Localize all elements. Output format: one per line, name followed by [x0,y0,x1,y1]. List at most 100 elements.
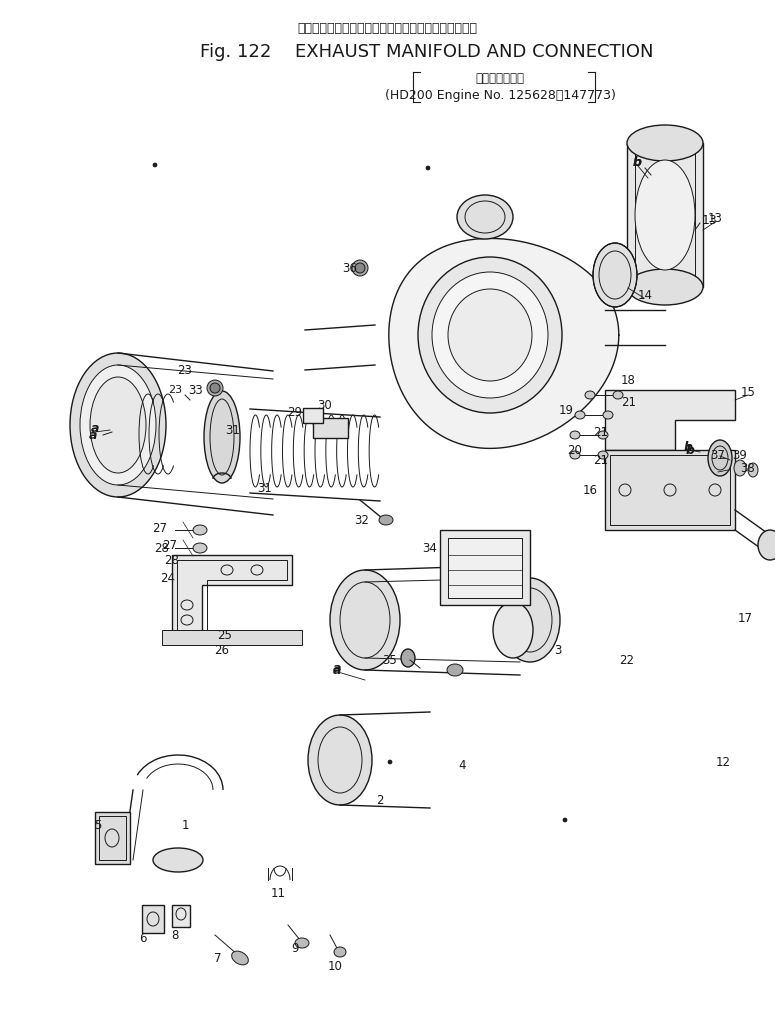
Bar [99,816,126,860]
Ellipse shape [352,260,368,276]
Text: EXHAUST MANIFOLD AND CONNECTION: EXHAUST MANIFOLD AND CONNECTION [295,43,653,61]
Text: 4: 4 [458,759,466,772]
Ellipse shape [210,383,220,393]
Text: b: b [632,156,642,169]
Text: 27: 27 [163,538,177,551]
Ellipse shape [153,848,203,872]
Ellipse shape [80,364,156,485]
Bar [440,530,530,605]
Ellipse shape [613,391,623,399]
Text: 1: 1 [181,819,189,831]
Text: 適　用　号　機: 適 用 号 機 [476,71,525,85]
Text: 24: 24 [160,572,175,584]
Ellipse shape [748,463,758,477]
Text: 28: 28 [154,541,170,554]
Bar [635,150,695,280]
Text: 6: 6 [140,931,146,944]
Text: 31: 31 [257,482,273,494]
Ellipse shape [708,440,732,476]
Ellipse shape [603,411,613,419]
Text: 13: 13 [702,213,718,227]
Polygon shape [389,238,618,448]
Text: 21: 21 [594,453,608,467]
Ellipse shape [418,257,562,414]
Text: 13: 13 [708,211,722,225]
Text: 38: 38 [741,461,756,475]
Text: 18: 18 [621,374,636,387]
Ellipse shape [388,760,392,764]
Text: b: b [632,155,642,168]
Bar [627,143,703,287]
Text: 19: 19 [559,403,574,417]
Text: 11: 11 [270,886,285,900]
Ellipse shape [432,272,548,398]
Text: 30: 30 [318,398,332,411]
Ellipse shape [447,664,463,676]
Text: 12: 12 [715,756,731,769]
Text: 14: 14 [638,289,653,301]
Text: 20: 20 [567,443,583,456]
Text: 23: 23 [168,385,182,395]
Text: 33: 33 [188,384,203,396]
Bar [448,538,522,598]
Ellipse shape [90,377,146,473]
Text: 2: 2 [376,793,384,807]
Text: 9: 9 [291,941,298,955]
Text: 21: 21 [594,426,608,438]
Text: 29: 29 [288,405,302,419]
Text: a: a [91,422,99,435]
Bar [172,905,190,927]
Text: 22: 22 [619,653,635,667]
Bar [162,630,302,645]
Ellipse shape [457,195,513,239]
Bar [605,450,735,530]
Ellipse shape [232,952,248,965]
Ellipse shape [295,938,309,949]
Polygon shape [605,390,735,450]
Polygon shape [172,555,292,635]
Text: 35: 35 [383,653,398,667]
Text: 21: 21 [622,395,636,408]
Ellipse shape [70,353,166,497]
Ellipse shape [153,163,157,167]
Ellipse shape [355,263,365,273]
Text: 39: 39 [732,448,747,461]
Text: 5: 5 [95,819,102,831]
Ellipse shape [193,543,207,553]
Text: 15: 15 [741,386,756,398]
Ellipse shape [493,602,533,658]
Text: 17: 17 [738,612,753,625]
Ellipse shape [207,380,223,396]
Bar [313,418,348,438]
Text: エキゾースト　マニホールド　および　コネクション: エキゾースト マニホールド および コネクション [297,21,477,35]
Ellipse shape [758,530,775,560]
Text: Fig. 122: Fig. 122 [200,43,271,61]
Bar [610,455,730,525]
Text: a: a [332,664,341,677]
Bar [142,905,164,933]
Ellipse shape [563,818,567,822]
Text: 26: 26 [215,643,229,657]
Text: 36: 36 [343,261,357,275]
Text: 10: 10 [328,960,343,972]
Text: 31: 31 [226,424,240,437]
Bar [95,812,130,864]
Text: 7: 7 [214,952,222,965]
Text: 34: 34 [422,541,437,554]
Ellipse shape [575,411,585,419]
Ellipse shape [627,269,703,305]
Ellipse shape [448,289,532,381]
Bar [303,408,323,423]
Text: a: a [89,429,97,441]
Ellipse shape [334,947,346,957]
Ellipse shape [593,243,637,307]
Ellipse shape [308,715,372,805]
Ellipse shape [585,391,595,399]
Text: b: b [684,440,693,453]
Text: 3: 3 [554,643,562,657]
Text: 25: 25 [218,629,232,641]
Ellipse shape [193,525,207,535]
Ellipse shape [598,451,608,459]
Ellipse shape [426,166,430,171]
Ellipse shape [598,431,608,439]
